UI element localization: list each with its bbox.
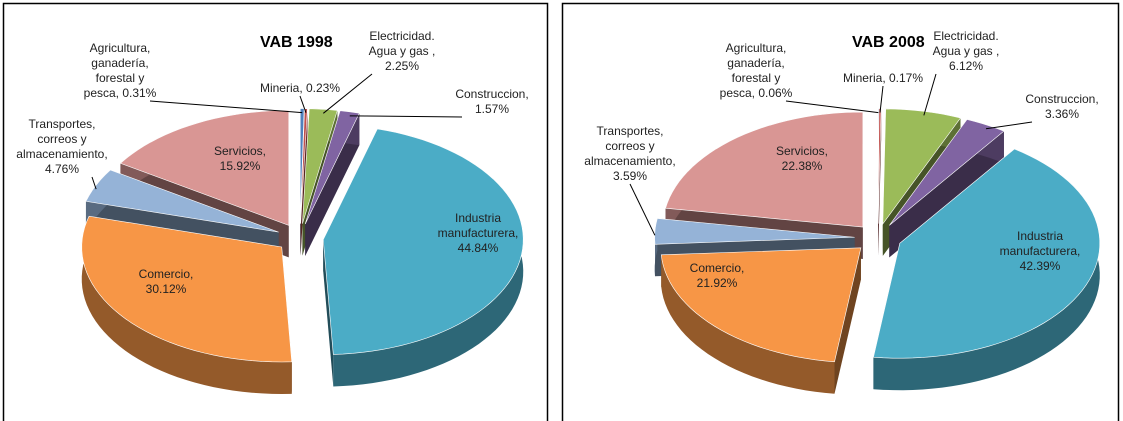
- data-label: Construccion, 1.57%: [455, 87, 528, 116]
- leader-line: [149, 100, 303, 114]
- slice: [322, 128, 524, 355]
- slice-edge: [323, 239, 334, 387]
- slice-edge: [889, 131, 1004, 258]
- slice: [304, 110, 360, 225]
- leader-line: [349, 115, 463, 118]
- data-label: Comercio, 30.12%: [139, 267, 194, 296]
- data-label: Comercio, 21.92%: [690, 261, 745, 290]
- chart-title: VAB 1998: [260, 34, 333, 51]
- leader-line: [91, 176, 97, 190]
- slice: [882, 108, 962, 225]
- slice: [654, 218, 855, 245]
- slice-side: [873, 148, 1100, 391]
- slice: [889, 119, 1005, 226]
- data-label: Agricultura, ganadería, forestal y pesca, 0…: [720, 41, 793, 100]
- leader-line: [299, 95, 307, 113]
- data-label: Transportes, correos y almacenamiento, 3.59…: [584, 124, 675, 183]
- slice-side: [81, 216, 292, 394]
- data-label: Electricidad. Agua y gas , 2.25%: [369, 29, 436, 73]
- slice: [665, 111, 864, 228]
- data-label: Mineria, 0.23%: [260, 81, 340, 95]
- slice-edge: [834, 247, 861, 394]
- data-label: Mineria, 0.17%: [843, 71, 923, 85]
- slice: [873, 148, 1101, 359]
- slice: [119, 110, 290, 226]
- leader-line: [785, 100, 879, 114]
- data-label: Transportes, correos y almacenamiento, 4.76…: [16, 117, 107, 176]
- chart-title: VAB 2008: [852, 34, 925, 51]
- leader-line: [629, 183, 656, 236]
- leader-line: [923, 73, 937, 116]
- slice-edge: [300, 108, 308, 256]
- slice: [81, 215, 293, 363]
- slice: [85, 169, 279, 233]
- data-label: Industria manufacturera, 42.39%: [1000, 229, 1081, 273]
- slice-side: [661, 254, 835, 394]
- data-label: Servicios, 22.38%: [776, 144, 828, 173]
- slice: [300, 108, 308, 224]
- leader-line: [879, 85, 884, 113]
- data-label: Servicios, 15.92%: [214, 144, 266, 173]
- data-label: Electricidad. Agua y gas , 6.12%: [933, 29, 1000, 73]
- leader-line: [323, 73, 373, 114]
- slice-edge: [305, 113, 360, 256]
- slice: [302, 108, 338, 224]
- data-label: Agricultura, ganadería, forestal y pesca, 0…: [84, 41, 157, 100]
- slice: [299, 108, 305, 224]
- leader-line: [985, 121, 1033, 130]
- data-label: Construccion, 3.36%: [1025, 92, 1098, 121]
- slice: [660, 247, 862, 363]
- data-label: Industria manufacturera, 44.84%: [438, 211, 519, 255]
